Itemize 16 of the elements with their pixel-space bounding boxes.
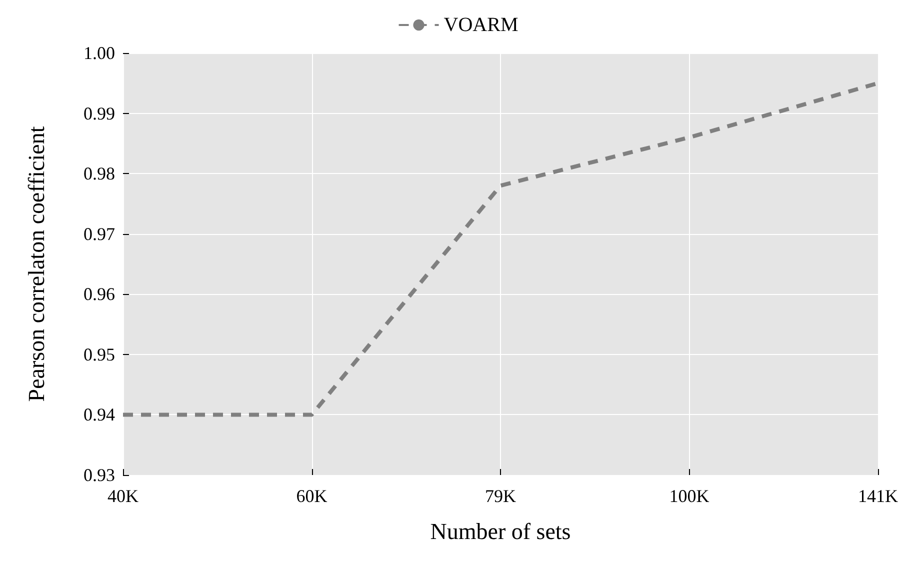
y-tick-label: 0.95 [84, 344, 115, 364]
x-tick-label: 79K [485, 486, 516, 506]
y-tick-label: 0.99 [84, 103, 115, 124]
y-tick-label: 0.93 [84, 465, 115, 485]
x-tick-label: 60K [296, 486, 328, 506]
x-tick-label: 100K [669, 486, 710, 506]
y-tick-label: 0.96 [84, 284, 115, 304]
y-tick-label: 0.97 [84, 224, 115, 244]
y-tick-label: 0.94 [84, 404, 115, 425]
x-axis-title: Number of sets [430, 519, 571, 544]
y-axis-title: Pearson correlaton coefficient [24, 126, 49, 402]
x-tick-label: 141K [858, 486, 898, 506]
y-tick-label: 1.00 [84, 43, 115, 63]
y-tick-label: 0.98 [84, 164, 115, 184]
legend-label: VOARM [444, 14, 518, 36]
x-tick-label: 40K [108, 486, 138, 506]
